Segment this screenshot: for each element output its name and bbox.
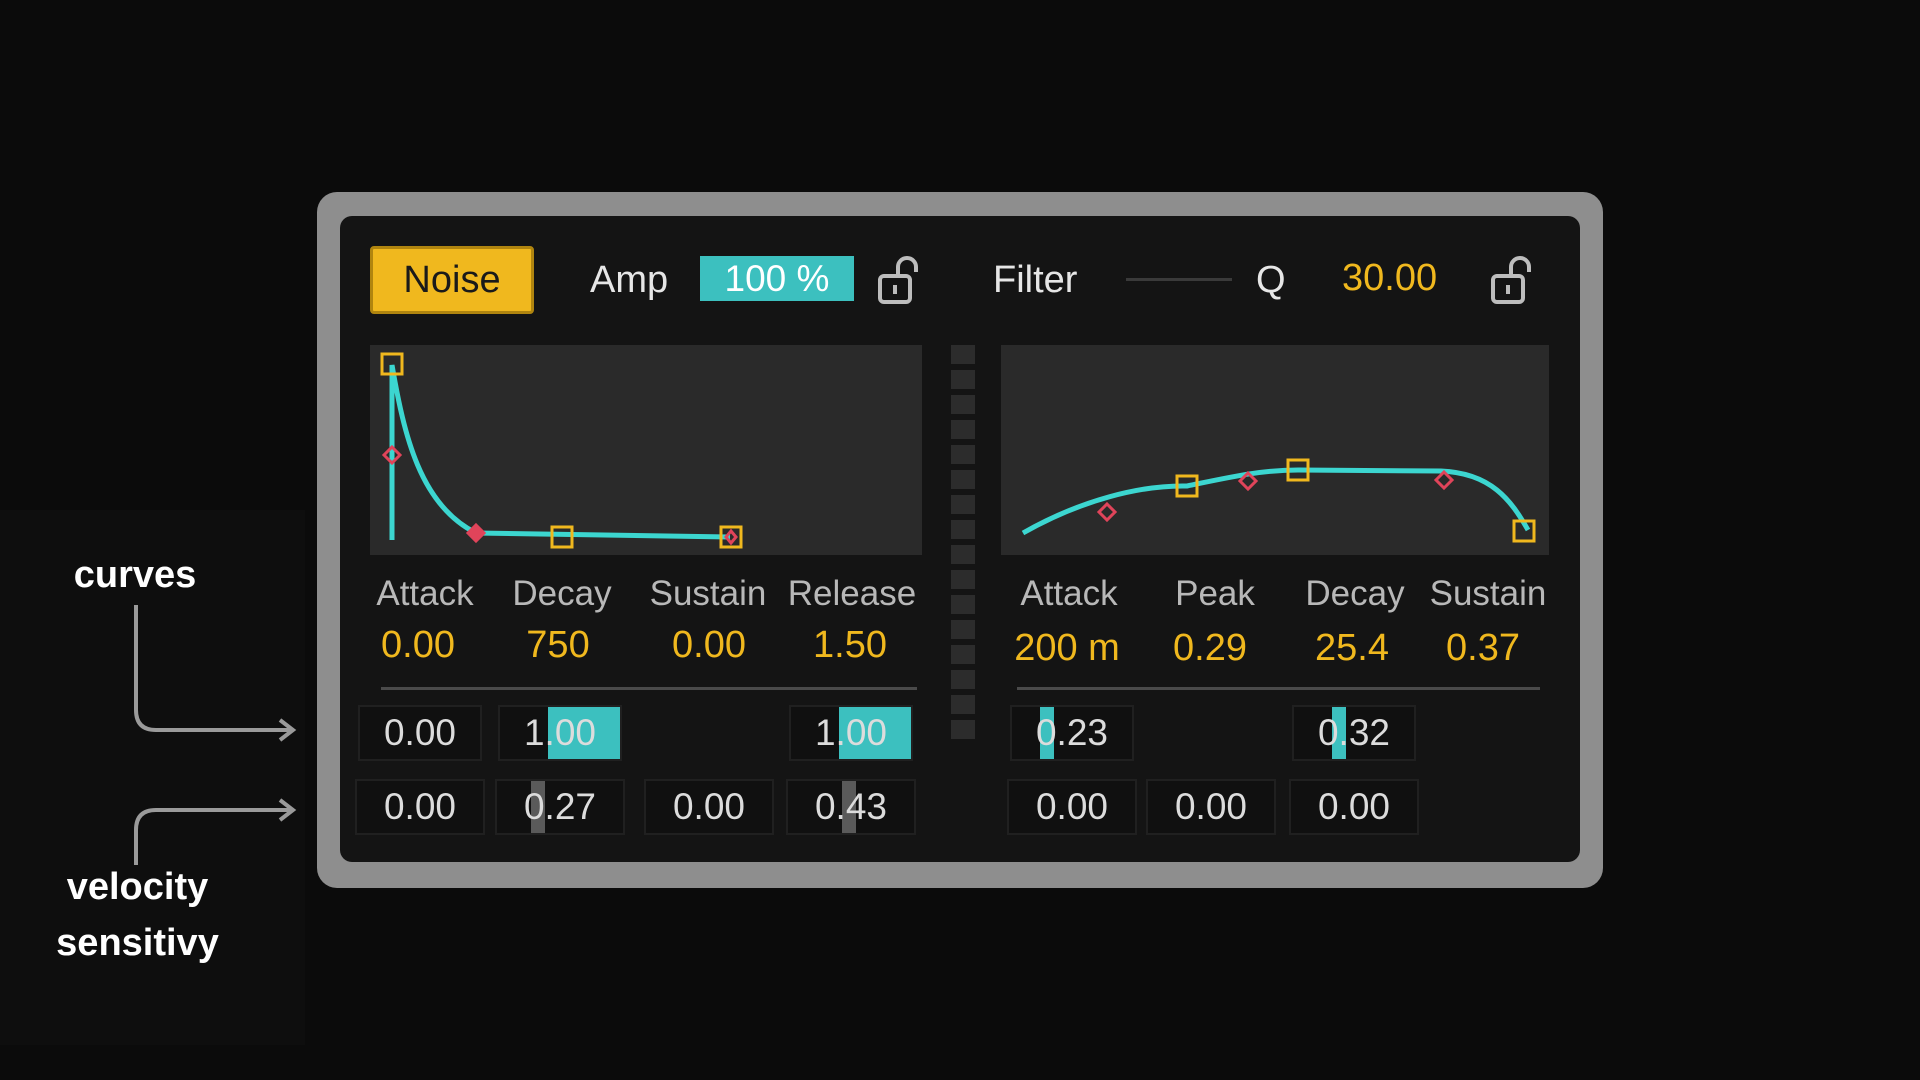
meter-segment xyxy=(951,670,975,689)
filter-divider xyxy=(1017,687,1540,690)
sustain-breakpoint[interactable] xyxy=(550,525,574,549)
meter-segment xyxy=(951,495,975,514)
filter-decay-velocity-text: 0.00 xyxy=(1317,786,1390,827)
meter-segment xyxy=(951,520,975,539)
attack-breakpoint[interactable] xyxy=(380,352,404,376)
release-breakpoint[interactable] xyxy=(719,525,743,549)
amp-attack-velocity-field[interactable]: 0.00 xyxy=(355,779,485,835)
filter-peak-label: Peak xyxy=(1175,574,1255,613)
filter-decay-value[interactable]: 25.4 xyxy=(1315,627,1389,669)
amp-attack-label: Attack xyxy=(376,574,474,613)
amp-divider xyxy=(381,687,917,690)
meter-segment xyxy=(951,420,975,439)
attack-curve-handle[interactable] xyxy=(381,444,403,466)
filter-decay-label: Decay xyxy=(1305,574,1405,613)
filter-attack-curve-handle[interactable] xyxy=(1096,501,1118,523)
amp-release-curve-fill xyxy=(839,707,911,759)
amp-decay-velocity-fill xyxy=(531,781,546,833)
amp-release-label: Release xyxy=(787,574,917,613)
meter-segment xyxy=(951,395,975,414)
q-label: Q xyxy=(1256,259,1286,301)
lock-open-icon[interactable] xyxy=(876,254,922,308)
filter-attack-velocity-field[interactable]: 0.00 xyxy=(1007,779,1137,835)
filter-peak-velocity-field[interactable]: 0.00 xyxy=(1146,779,1276,835)
filter-attack-velocity-text: 0.00 xyxy=(1035,786,1108,827)
amp-value-field[interactable]: 100 % xyxy=(700,256,854,301)
amp-release-value[interactable]: 1.50 xyxy=(813,624,887,666)
filter-label: Filter xyxy=(993,259,1078,301)
decay-curve-handle[interactable] xyxy=(465,522,487,544)
velocity-annotation-label-1: velocity xyxy=(66,866,209,908)
amp-sustain-velocity-field[interactable]: 0.00 xyxy=(644,779,774,835)
filter-envelope-graph[interactable] xyxy=(1001,345,1549,555)
amp-sustain-value[interactable]: 0.00 xyxy=(672,624,746,666)
meter-segment xyxy=(951,545,975,564)
lock-open-icon[interactable] xyxy=(1489,254,1535,308)
velocity-annotation-label-2: sensitivy xyxy=(56,922,219,964)
meter-segment xyxy=(951,695,975,714)
filter-attack-curve-text: 0.23 xyxy=(1035,712,1108,753)
release-curve-handle[interactable] xyxy=(724,528,738,546)
amp-sustain-velocity-text: 0.00 xyxy=(672,786,745,827)
annotation-panel-bg xyxy=(0,510,305,1045)
filter-decay-curve-field[interactable]: 0.32 xyxy=(1292,705,1416,761)
filter-peak-value[interactable]: 0.29 xyxy=(1173,627,1247,669)
amp-label: Amp xyxy=(590,259,669,301)
filter-decay-velocity-field[interactable]: 0.00 xyxy=(1289,779,1419,835)
meter-segment xyxy=(951,345,975,364)
amp-decay-value[interactable]: 750 xyxy=(526,624,590,666)
amp-envelope-graph[interactable] xyxy=(370,345,922,555)
meter-segment xyxy=(951,595,975,614)
filter-sustain-value[interactable]: 0.37 xyxy=(1446,627,1520,669)
filter-peak-breakpoint[interactable] xyxy=(1286,458,1310,482)
amp-release-velocity-text: 0.43 xyxy=(814,786,887,827)
amp-attack-curve-field[interactable]: 0.00 xyxy=(358,705,482,761)
curves-annotation-label: curves xyxy=(73,554,197,596)
filter-attack-label: Attack xyxy=(1020,574,1118,613)
filter-peak-curve-handle[interactable] xyxy=(1237,470,1259,492)
amp-envelope-curve xyxy=(380,352,743,549)
amp-release-curve-field[interactable]: 1.00 xyxy=(789,705,913,761)
meter-segment xyxy=(951,645,975,664)
meter-segment xyxy=(951,470,975,489)
filter-sustain-breakpoint[interactable] xyxy=(1512,519,1536,543)
filter-envelope-curve xyxy=(1021,458,1536,543)
filter-attack-value[interactable]: 200 m xyxy=(1014,627,1120,669)
filter-peak-velocity-text: 0.00 xyxy=(1174,786,1247,827)
amp-decay-curve-fill xyxy=(548,707,620,759)
filter-sustain-label: Sustain xyxy=(1429,574,1547,613)
filter-decay-curve-handle[interactable] xyxy=(1433,469,1455,491)
noise-button[interactable]: Noise xyxy=(370,246,534,314)
filter-decay-curve-fill xyxy=(1332,707,1347,759)
meter-segment xyxy=(951,445,975,464)
meter-segment xyxy=(951,620,975,639)
amp-attack-curve-text: 0.00 xyxy=(383,712,456,753)
amp-release-velocity-fill xyxy=(842,781,857,833)
amp-attack-velocity-text: 0.00 xyxy=(383,786,456,827)
filter-attack-curve-fill xyxy=(1039,707,1054,759)
amp-decay-velocity-field[interactable]: 0.27 xyxy=(495,779,625,835)
amp-release-velocity-field[interactable]: 0.43 xyxy=(786,779,916,835)
amp-release-curve-text: 1.00 xyxy=(814,712,887,753)
q-value[interactable]: 30.00 xyxy=(1342,257,1438,299)
filter-type-line[interactable] xyxy=(1126,278,1232,281)
amp-decay-curve-field[interactable]: 1.00 xyxy=(498,705,622,761)
level-meter xyxy=(951,345,975,745)
amp-decay-velocity-text: 0.27 xyxy=(523,786,596,827)
meter-segment xyxy=(951,720,975,739)
amp-attack-value[interactable]: 0.00 xyxy=(381,624,455,666)
meter-segment xyxy=(951,370,975,389)
filter-attack-breakpoint[interactable] xyxy=(1175,474,1199,498)
amp-decay-label: Decay xyxy=(512,574,612,613)
filter-attack-curve-field[interactable]: 0.23 xyxy=(1010,705,1134,761)
amp-decay-curve-text: 1.00 xyxy=(523,712,596,753)
meter-segment xyxy=(951,570,975,589)
filter-decay-curve-text: 0.32 xyxy=(1317,712,1390,753)
amp-sustain-label: Sustain xyxy=(649,574,767,613)
